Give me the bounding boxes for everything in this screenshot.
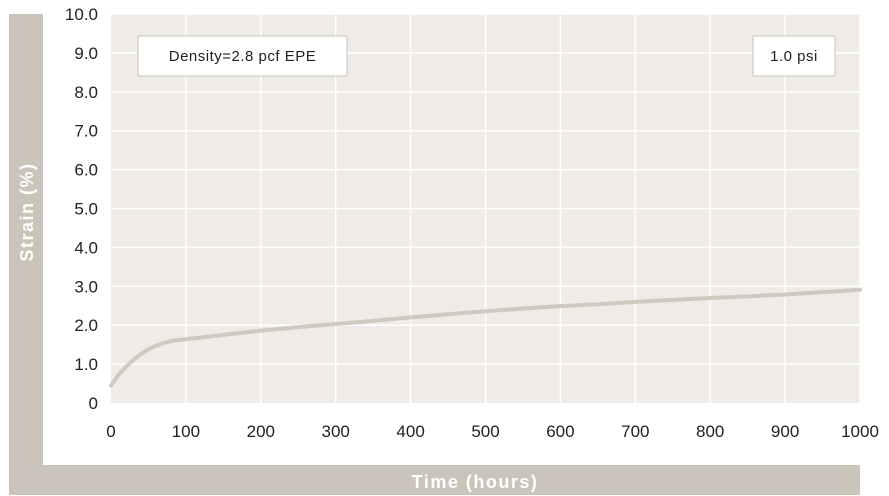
y-tick-label: 5.0 [74, 200, 98, 219]
y-tick-label: 2.0 [74, 316, 98, 335]
x-tick-label: 400 [396, 422, 424, 441]
x-tick-label: 500 [471, 422, 499, 441]
density-annotation-box [137, 35, 348, 77]
pressure-annotation-box [752, 35, 836, 77]
y-tick-labels: 0 1.0 2.0 3.0 4.0 5.0 6.0 7.0 8.0 9.0 10.0 [65, 5, 98, 413]
x-tick-label: 300 [322, 422, 350, 441]
x-tick-label: 200 [247, 422, 275, 441]
y-tick-label: 10.0 [65, 5, 98, 24]
y-tick-label: 8.0 [74, 83, 98, 102]
y-axis-frame [9, 14, 43, 495]
y-tick-label: 0 [89, 394, 98, 413]
x-tick-label: 1000 [841, 422, 879, 441]
y-tick-label: 4.0 [74, 238, 98, 257]
y-tick-label: 9.0 [74, 44, 98, 63]
x-tick-label: 800 [696, 422, 724, 441]
grid-lines [111, 13, 861, 403]
y-axis-title: Strain (%) [17, 162, 37, 261]
strain-curve [109, 287, 862, 388]
x-axis-title: Time (hours) [412, 472, 539, 492]
x-tick-label: 600 [546, 422, 574, 441]
x-tick-label: 700 [621, 422, 649, 441]
y-tick-label: 1.0 [74, 355, 98, 374]
x-tick-label: 0 [106, 422, 115, 441]
y-tick-label: 6.0 [74, 161, 98, 180]
x-tick-labels: 0 100 200 300 400 500 600 700 800 900 1000 [106, 422, 879, 441]
y-tick-label: 7.0 [74, 122, 98, 141]
density-annotation: Density=2.8 pcf EPE [169, 48, 317, 65]
x-tick-label: 100 [172, 422, 200, 441]
y-tick-label: 3.0 [74, 277, 98, 296]
x-tick-label: 900 [771, 422, 799, 441]
x-axis-frame [9, 465, 860, 495]
pressure-annotation: 1.0 psi [770, 48, 818, 65]
